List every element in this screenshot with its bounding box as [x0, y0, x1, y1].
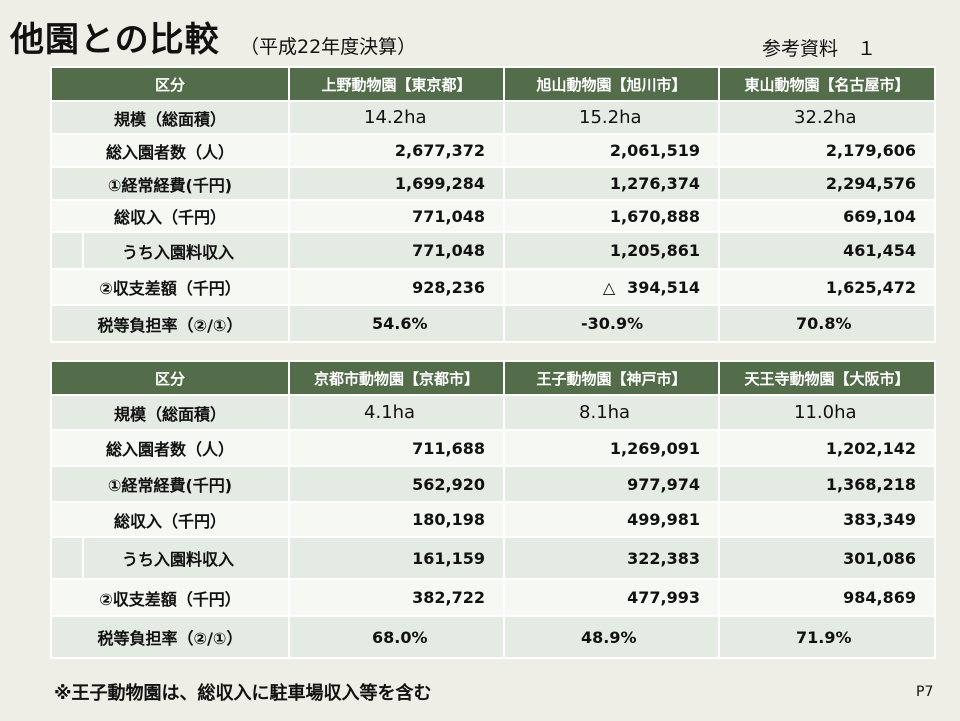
table-row: 規模（総面積） 4.1ha 8.1ha 11.0ha — [49, 394, 937, 431]
cell-value: 1,269,091 — [503, 429, 721, 467]
row-label: 総収入（千円） — [49, 199, 291, 233]
cell-value: 68.0% — [288, 615, 506, 659]
header-zoo-3: 天王寺動物園【大阪市】 — [718, 360, 937, 396]
cell-value: 2,294,576 — [718, 166, 937, 201]
cell-value: 477,993 — [503, 578, 721, 617]
cell-value: 71.9% — [718, 615, 937, 659]
table-row: ①経常経費(千円) 1,699,284 1,276,374 2,294,576 — [49, 166, 937, 201]
cell-value: 32.2ha — [718, 100, 937, 135]
header-category: 区分 — [49, 360, 291, 396]
indent-stub — [50, 231, 84, 270]
cell-value: 669,104 — [718, 199, 937, 233]
table-row: 税等負担率（②/①） 54.6% -30.9% 70.8% — [49, 304, 937, 343]
row-label: ②収支差額（千円） — [49, 268, 291, 306]
row-label: 総入園者数（人） — [49, 429, 291, 467]
table-row: うち入園料収入 771,048 1,205,861 461,454 — [50, 231, 937, 270]
cell-value-negative: △ 394,514 — [503, 268, 721, 306]
cell-value: 383,349 — [718, 501, 937, 538]
cell-value: 161,159 — [288, 536, 506, 580]
cell-value: 771,048 — [288, 199, 506, 233]
table-row: 税等負担率（②/①） 68.0% 48.9% 71.9% — [49, 615, 937, 659]
header-zoo-2: 旭山動物園【旭川市】 — [503, 66, 721, 102]
row-label: うち入園料収入 — [81, 536, 291, 580]
cell-value: 1,368,218 — [718, 465, 937, 503]
table-header-row: 区分 上野動物園【東京都】 旭山動物園【旭川市】 東山動物園【名古屋市】 — [49, 66, 937, 102]
header-zoo-2: 王子動物園【神戸市】 — [503, 360, 721, 396]
cell-value: 711,688 — [288, 429, 506, 467]
cell-value: 301,086 — [718, 536, 937, 580]
comparison-table-1: 区分 上野動物園【東京都】 旭山動物園【旭川市】 東山動物園【名古屋市】 規模（… — [49, 66, 937, 343]
row-label: ②収支差額（千円） — [49, 578, 291, 617]
triangle-marker: △ — [602, 277, 616, 297]
cell-value: 15.2ha — [503, 100, 721, 135]
cell-value: 8.1ha — [503, 394, 721, 431]
row-label: 税等負担率（②/①） — [49, 615, 291, 659]
cell-value: 1,625,472 — [718, 268, 937, 306]
reference-label: 参考資料 １ — [762, 38, 877, 60]
cell-value: 14.2ha — [288, 100, 506, 135]
cell-value: 1,670,888 — [503, 199, 721, 233]
table-row: 総入園者数（人） 2,677,372 2,061,519 2,179,606 — [49, 133, 937, 168]
row-label: 総収入（千円） — [49, 501, 291, 538]
table-row: ①経常経費(千円) 562,920 977,974 1,368,218 — [49, 465, 937, 503]
cell-value: 48.9% — [503, 615, 721, 659]
cell-value: 1,205,861 — [503, 231, 721, 270]
cell-value: 70.8% — [718, 304, 937, 343]
table-row: 規模（総面積） 14.2ha 15.2ha 32.2ha — [49, 100, 937, 135]
cell-value: 562,920 — [288, 465, 506, 503]
cell-value: 11.0ha — [718, 394, 937, 431]
page-subtitle: （平成22年度決算） — [240, 36, 417, 58]
header-zoo-1: 上野動物園【東京都】 — [288, 66, 506, 102]
comparison-table-2: 区分 京都市動物園【京都市】 王子動物園【神戸市】 天王寺動物園【大阪市】 規模… — [49, 360, 937, 659]
cell-value: 382,722 — [288, 578, 506, 617]
header-category: 区分 — [49, 66, 291, 102]
table-row: ②収支差額（千円） 928,236 △ 394,514 1,625,472 — [49, 268, 937, 306]
table-row: 総収入（千円） 771,048 1,670,888 669,104 — [49, 199, 937, 233]
row-label: 規模（総面積） — [49, 394, 291, 431]
cell-value: 4.1ha — [288, 394, 506, 431]
cell-value: 461,454 — [718, 231, 937, 270]
page-number: P7 — [916, 684, 934, 700]
row-label: うち入園料収入 — [81, 231, 291, 270]
row-label: ①経常経費(千円) — [49, 465, 291, 503]
cell-value: 180,198 — [288, 501, 506, 538]
cell-value: 984,869 — [718, 578, 937, 617]
header-zoo-1: 京都市動物園【京都市】 — [288, 360, 506, 396]
cell-value: 2,677,372 — [288, 133, 506, 168]
cell-value: 54.6% — [288, 304, 506, 343]
cell-value: 1,699,284 — [288, 166, 506, 201]
table-header-row: 区分 京都市動物園【京都市】 王子動物園【神戸市】 天王寺動物園【大阪市】 — [49, 360, 937, 396]
page-title: 他園との比較 — [10, 20, 220, 60]
cell-value: 1,202,142 — [718, 429, 937, 467]
cell-value: 977,974 — [503, 465, 721, 503]
table-row: ②収支差額（千円） 382,722 477,993 984,869 — [49, 578, 937, 617]
cell-value: 499,981 — [503, 501, 721, 538]
cell-value: 2,061,519 — [503, 133, 721, 168]
row-label: 税等負担率（②/①） — [49, 304, 291, 343]
row-label: ①経常経費(千円) — [49, 166, 291, 201]
table-row: 総入園者数（人） 711,688 1,269,091 1,202,142 — [49, 429, 937, 467]
cell-value: 928,236 — [288, 268, 506, 306]
table-row: 総収入（千円） 180,198 499,981 383,349 — [49, 501, 937, 538]
cell-value: 2,179,606 — [718, 133, 937, 168]
cell-value: 322,383 — [503, 536, 721, 580]
table-row: うち入園料収入 161,159 322,383 301,086 — [50, 536, 937, 580]
footnote: ※王子動物園は、総収入に駐車場収入等を含む — [54, 683, 432, 704]
cell-value: 394,514 — [627, 277, 701, 297]
cell-value: 771,048 — [288, 231, 506, 270]
indent-stub — [50, 536, 84, 580]
header-zoo-3: 東山動物園【名古屋市】 — [718, 66, 937, 102]
row-label: 規模（総面積） — [49, 100, 291, 135]
row-label: 総入園者数（人） — [49, 133, 291, 168]
cell-value: -30.9% — [503, 304, 721, 343]
cell-value: 1,276,374 — [503, 166, 721, 201]
